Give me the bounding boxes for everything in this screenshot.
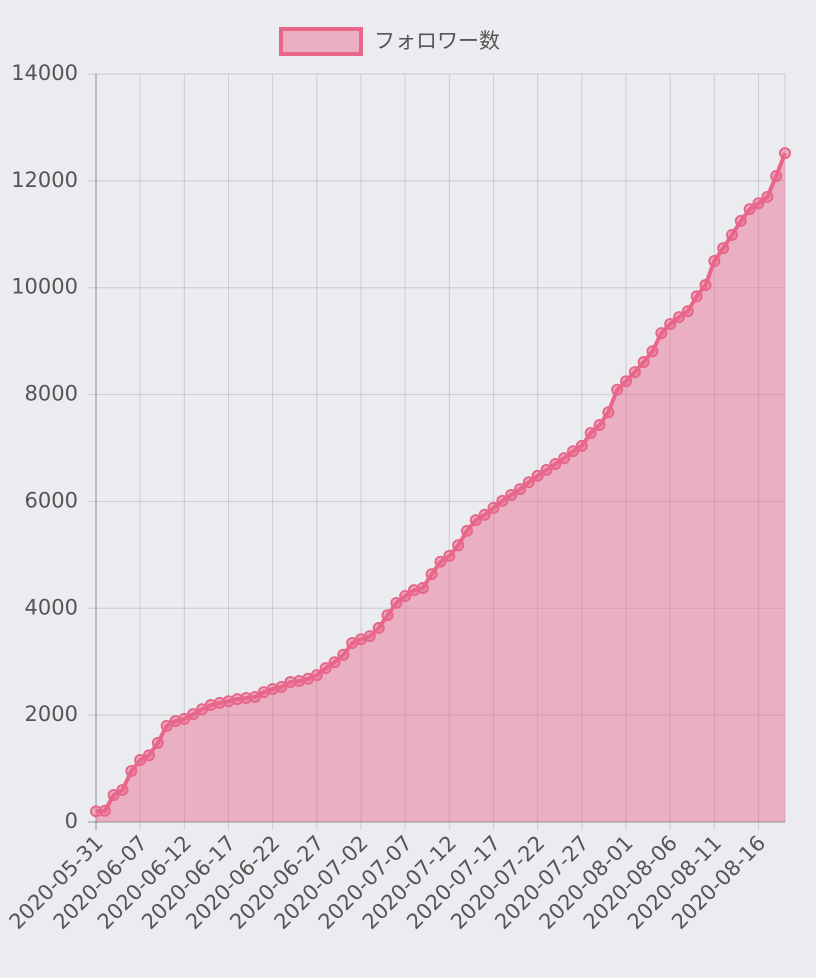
point (125, 764, 138, 777)
point (90, 805, 102, 818)
point (628, 366, 641, 379)
point (681, 305, 694, 318)
point (522, 476, 535, 489)
point (240, 692, 253, 705)
point (319, 662, 332, 675)
point (743, 203, 756, 216)
point (531, 469, 544, 482)
point (726, 228, 738, 241)
point (584, 427, 597, 440)
point (116, 783, 129, 796)
line (95, 152, 787, 814)
point (363, 630, 376, 643)
point (664, 318, 677, 331)
point (275, 680, 288, 693)
point (593, 419, 606, 432)
point (708, 255, 721, 267)
point (734, 214, 747, 227)
point (178, 712, 191, 725)
point (558, 452, 571, 465)
y-tick-label: 10000 (11, 275, 78, 299)
area-fill (96, 153, 785, 822)
y-tick-label: 12000 (11, 168, 78, 192)
point (399, 589, 412, 602)
point (469, 514, 482, 527)
point (143, 749, 155, 762)
point (337, 648, 350, 661)
legend-label: フォロワー数 (374, 29, 500, 53)
point (107, 789, 120, 802)
y-tick-label: 2000 (25, 702, 78, 726)
point (151, 736, 164, 749)
point (540, 463, 553, 476)
point (390, 596, 403, 609)
y-tick-label: 6000 (25, 488, 78, 512)
point (549, 458, 562, 471)
point (443, 549, 456, 562)
point (602, 406, 615, 419)
point (637, 355, 650, 368)
point (381, 609, 394, 622)
point (673, 311, 685, 324)
point (699, 279, 712, 292)
point (779, 147, 791, 160)
point (761, 190, 774, 203)
point (461, 524, 473, 537)
point (611, 383, 624, 396)
point (416, 581, 429, 594)
point (496, 494, 509, 507)
point (655, 327, 668, 340)
point (505, 489, 518, 502)
point (425, 568, 438, 581)
y-tick-label: 4000 (25, 595, 78, 619)
point (717, 242, 730, 255)
point (160, 719, 173, 732)
point (514, 483, 526, 496)
y-tick-label: 14000 (11, 61, 78, 85)
point (567, 445, 579, 458)
point (575, 439, 588, 452)
point (310, 669, 323, 682)
point (231, 693, 244, 706)
point (487, 501, 500, 514)
point (284, 676, 297, 689)
y-tick-label: 8000 (25, 382, 78, 406)
point (372, 622, 385, 635)
point (98, 804, 111, 817)
legend-swatch (279, 27, 363, 56)
point (752, 197, 765, 210)
point (134, 754, 147, 767)
point (434, 555, 447, 568)
point (328, 656, 341, 669)
point (452, 539, 465, 552)
point (646, 345, 659, 358)
point (478, 508, 491, 521)
point (770, 170, 783, 183)
point (187, 708, 200, 721)
point (620, 375, 632, 388)
point (690, 290, 703, 303)
point (249, 690, 261, 703)
y-tick-label: 0 (65, 809, 78, 833)
